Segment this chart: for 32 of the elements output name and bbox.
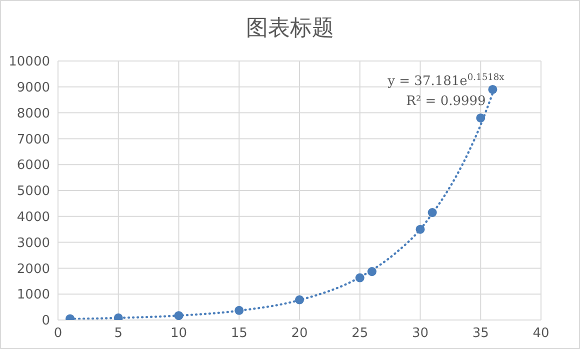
- point: [428, 208, 437, 218]
- annotation: R² = 0.9999: [406, 94, 486, 109]
- y-tick-label: 1000: [16, 288, 50, 303]
- y-tick-label: 4000: [16, 210, 50, 226]
- y-tick-label: 2000: [16, 262, 50, 277]
- x-tick-label: 20: [291, 326, 308, 342]
- x-tick-label: 0: [54, 326, 62, 342]
- y-tick-label: 5000: [16, 184, 50, 200]
- chart-title: 图表标题: [245, 15, 335, 43]
- point: [488, 84, 498, 94]
- point: [367, 267, 376, 276]
- y-tick-label: 8000: [16, 106, 50, 122]
- y-tick-label: 10000: [8, 54, 50, 70]
- x-tick-label: 30: [412, 326, 429, 342]
- point: [294, 295, 304, 304]
- point: [234, 306, 244, 315]
- point: [174, 311, 184, 320]
- x-tick-label: 5: [114, 326, 123, 342]
- x-tick-label: 15: [230, 326, 248, 342]
- point: [416, 224, 425, 234]
- point: [476, 113, 486, 122]
- point: [355, 273, 364, 282]
- y-tick-label: 9000: [16, 80, 50, 96]
- x-tick-label: 10: [170, 326, 188, 342]
- x-tick-label: 35: [472, 326, 489, 342]
- y-tick-label: 0: [42, 314, 50, 329]
- x-tick-label: 40: [532, 326, 550, 342]
- annotation: y = 37.181e$^{0.1518x}$: [386, 73, 506, 89]
- y-tick-label: 6000: [16, 158, 50, 174]
- y-tick-label: 7000: [16, 132, 50, 148]
- y-tick-label: 3000: [16, 236, 50, 251]
- x-tick-label: 25: [352, 326, 368, 342]
